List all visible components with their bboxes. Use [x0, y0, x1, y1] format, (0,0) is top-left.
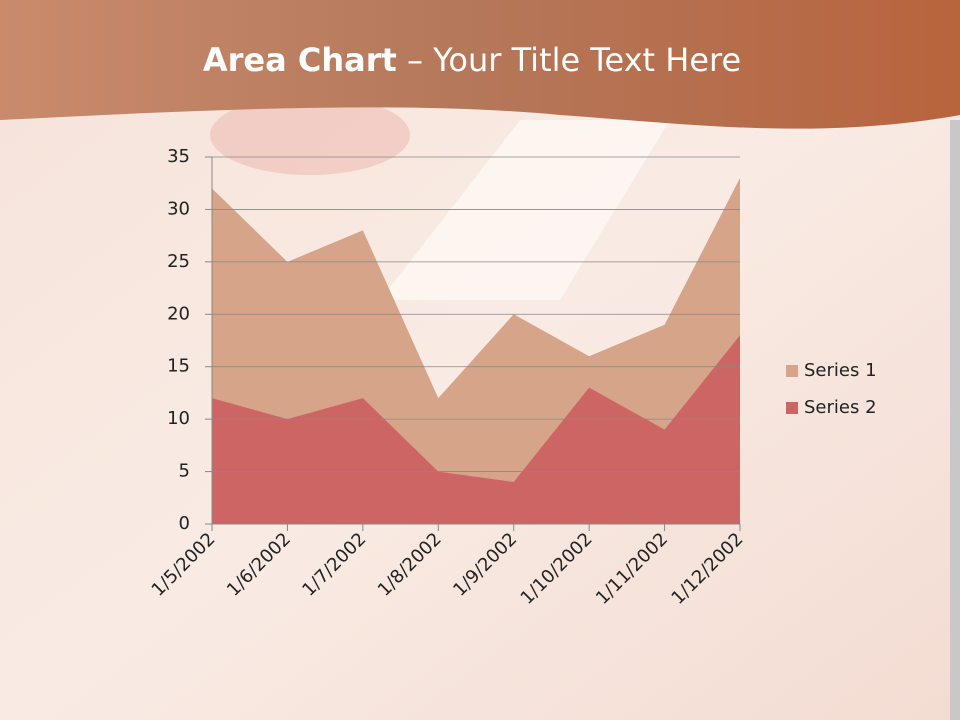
- background-edge: [950, 120, 960, 720]
- background-shape: [210, 95, 410, 175]
- y-tick-label: 15: [167, 356, 190, 377]
- y-tick-label: 5: [179, 461, 190, 482]
- header-band: [0, 0, 960, 129]
- y-tick-label: 30: [167, 198, 190, 219]
- title-rest: – Your Title Text Here: [407, 41, 741, 79]
- title: Area Chart – Your Title Text Here: [203, 41, 741, 79]
- legend-swatch: [786, 402, 798, 414]
- legend-label: Series 1: [804, 360, 877, 381]
- y-tick-label: 20: [167, 303, 190, 324]
- legend-label: Series 2: [804, 397, 877, 418]
- background-shape: [380, 120, 670, 300]
- area: [212, 335, 740, 524]
- y-tick-label: 0: [179, 513, 190, 534]
- y-tick-label: 10: [167, 408, 190, 429]
- y-tick-label: 35: [167, 146, 190, 167]
- title-bold: Area Chart: [203, 41, 397, 79]
- y-tick-label: 25: [167, 251, 190, 272]
- legend-swatch: [786, 365, 798, 377]
